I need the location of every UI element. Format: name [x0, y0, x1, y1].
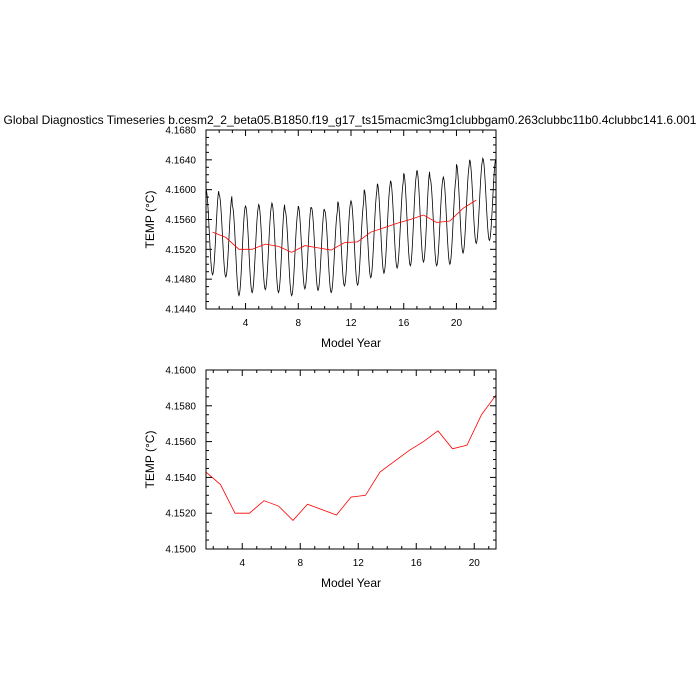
- top-y-tick-label: 4.1520: [165, 245, 196, 256]
- bottom-x-tick-label: 4: [239, 558, 245, 569]
- top-plot-frame: [205, 129, 497, 310]
- top-y-tick-label: 4.1600: [165, 185, 196, 196]
- bottom-x-tick-label: 12: [353, 558, 365, 569]
- bottom-plot-frame: [205, 369, 497, 550]
- top-x-tick-label: 12: [345, 318, 357, 329]
- top-x-axis-label: Model Year: [321, 336, 381, 350]
- top-panel: Model Year TEMP (°C) 4 8 12 16 20 4.1440 4.148…: [143, 126, 497, 350]
- bottom-x-tick-label: 20: [469, 558, 481, 569]
- bottom-y-axis-label: TEMP (°C): [143, 431, 157, 489]
- chart-title: Global Diagnostics Timeseries b.cesm2_2_…: [4, 113, 697, 127]
- bottom-y-tick-label: 4.1540: [165, 473, 196, 484]
- bottom-x-axis-label: Model Year: [321, 576, 381, 590]
- top-x-tick-label: 8: [295, 318, 301, 329]
- bottom-y-tick-label: 4.1600: [165, 366, 196, 377]
- top-y-axis-label: TEMP (°C): [143, 191, 157, 249]
- bottom-x-tick-label: 8: [297, 558, 303, 569]
- top-y-tick-label: 4.1560: [165, 215, 196, 226]
- bottom-y-tick-label: 4.1500: [165, 545, 196, 556]
- top-y-tick-label: 4.1680: [165, 126, 196, 137]
- bottom-y-tick-label: 4.1560: [165, 437, 196, 448]
- top-x-tick-label: 4: [243, 318, 249, 329]
- bottom-panel: Model Year TEMP (°C) 4 8 12 16 20 4.1500 4.152…: [143, 366, 497, 590]
- top-y-tick-label: 4.1640: [165, 155, 196, 166]
- bottom-y-tick-label: 4.1580: [165, 401, 196, 412]
- top-series-0-line: [205, 156, 496, 297]
- bottom-series-0-line: [205, 394, 497, 521]
- top-x-tick-label: 16: [398, 318, 410, 329]
- top-y-tick-label: 4.1480: [165, 275, 196, 286]
- top-x-tick-label: 20: [451, 318, 463, 329]
- top-series-1-line: [212, 199, 477, 253]
- bottom-x-tick-label: 16: [411, 558, 423, 569]
- bottom-y-tick-label: 4.1520: [165, 509, 196, 520]
- top-y-tick-label: 4.1440: [165, 305, 196, 316]
